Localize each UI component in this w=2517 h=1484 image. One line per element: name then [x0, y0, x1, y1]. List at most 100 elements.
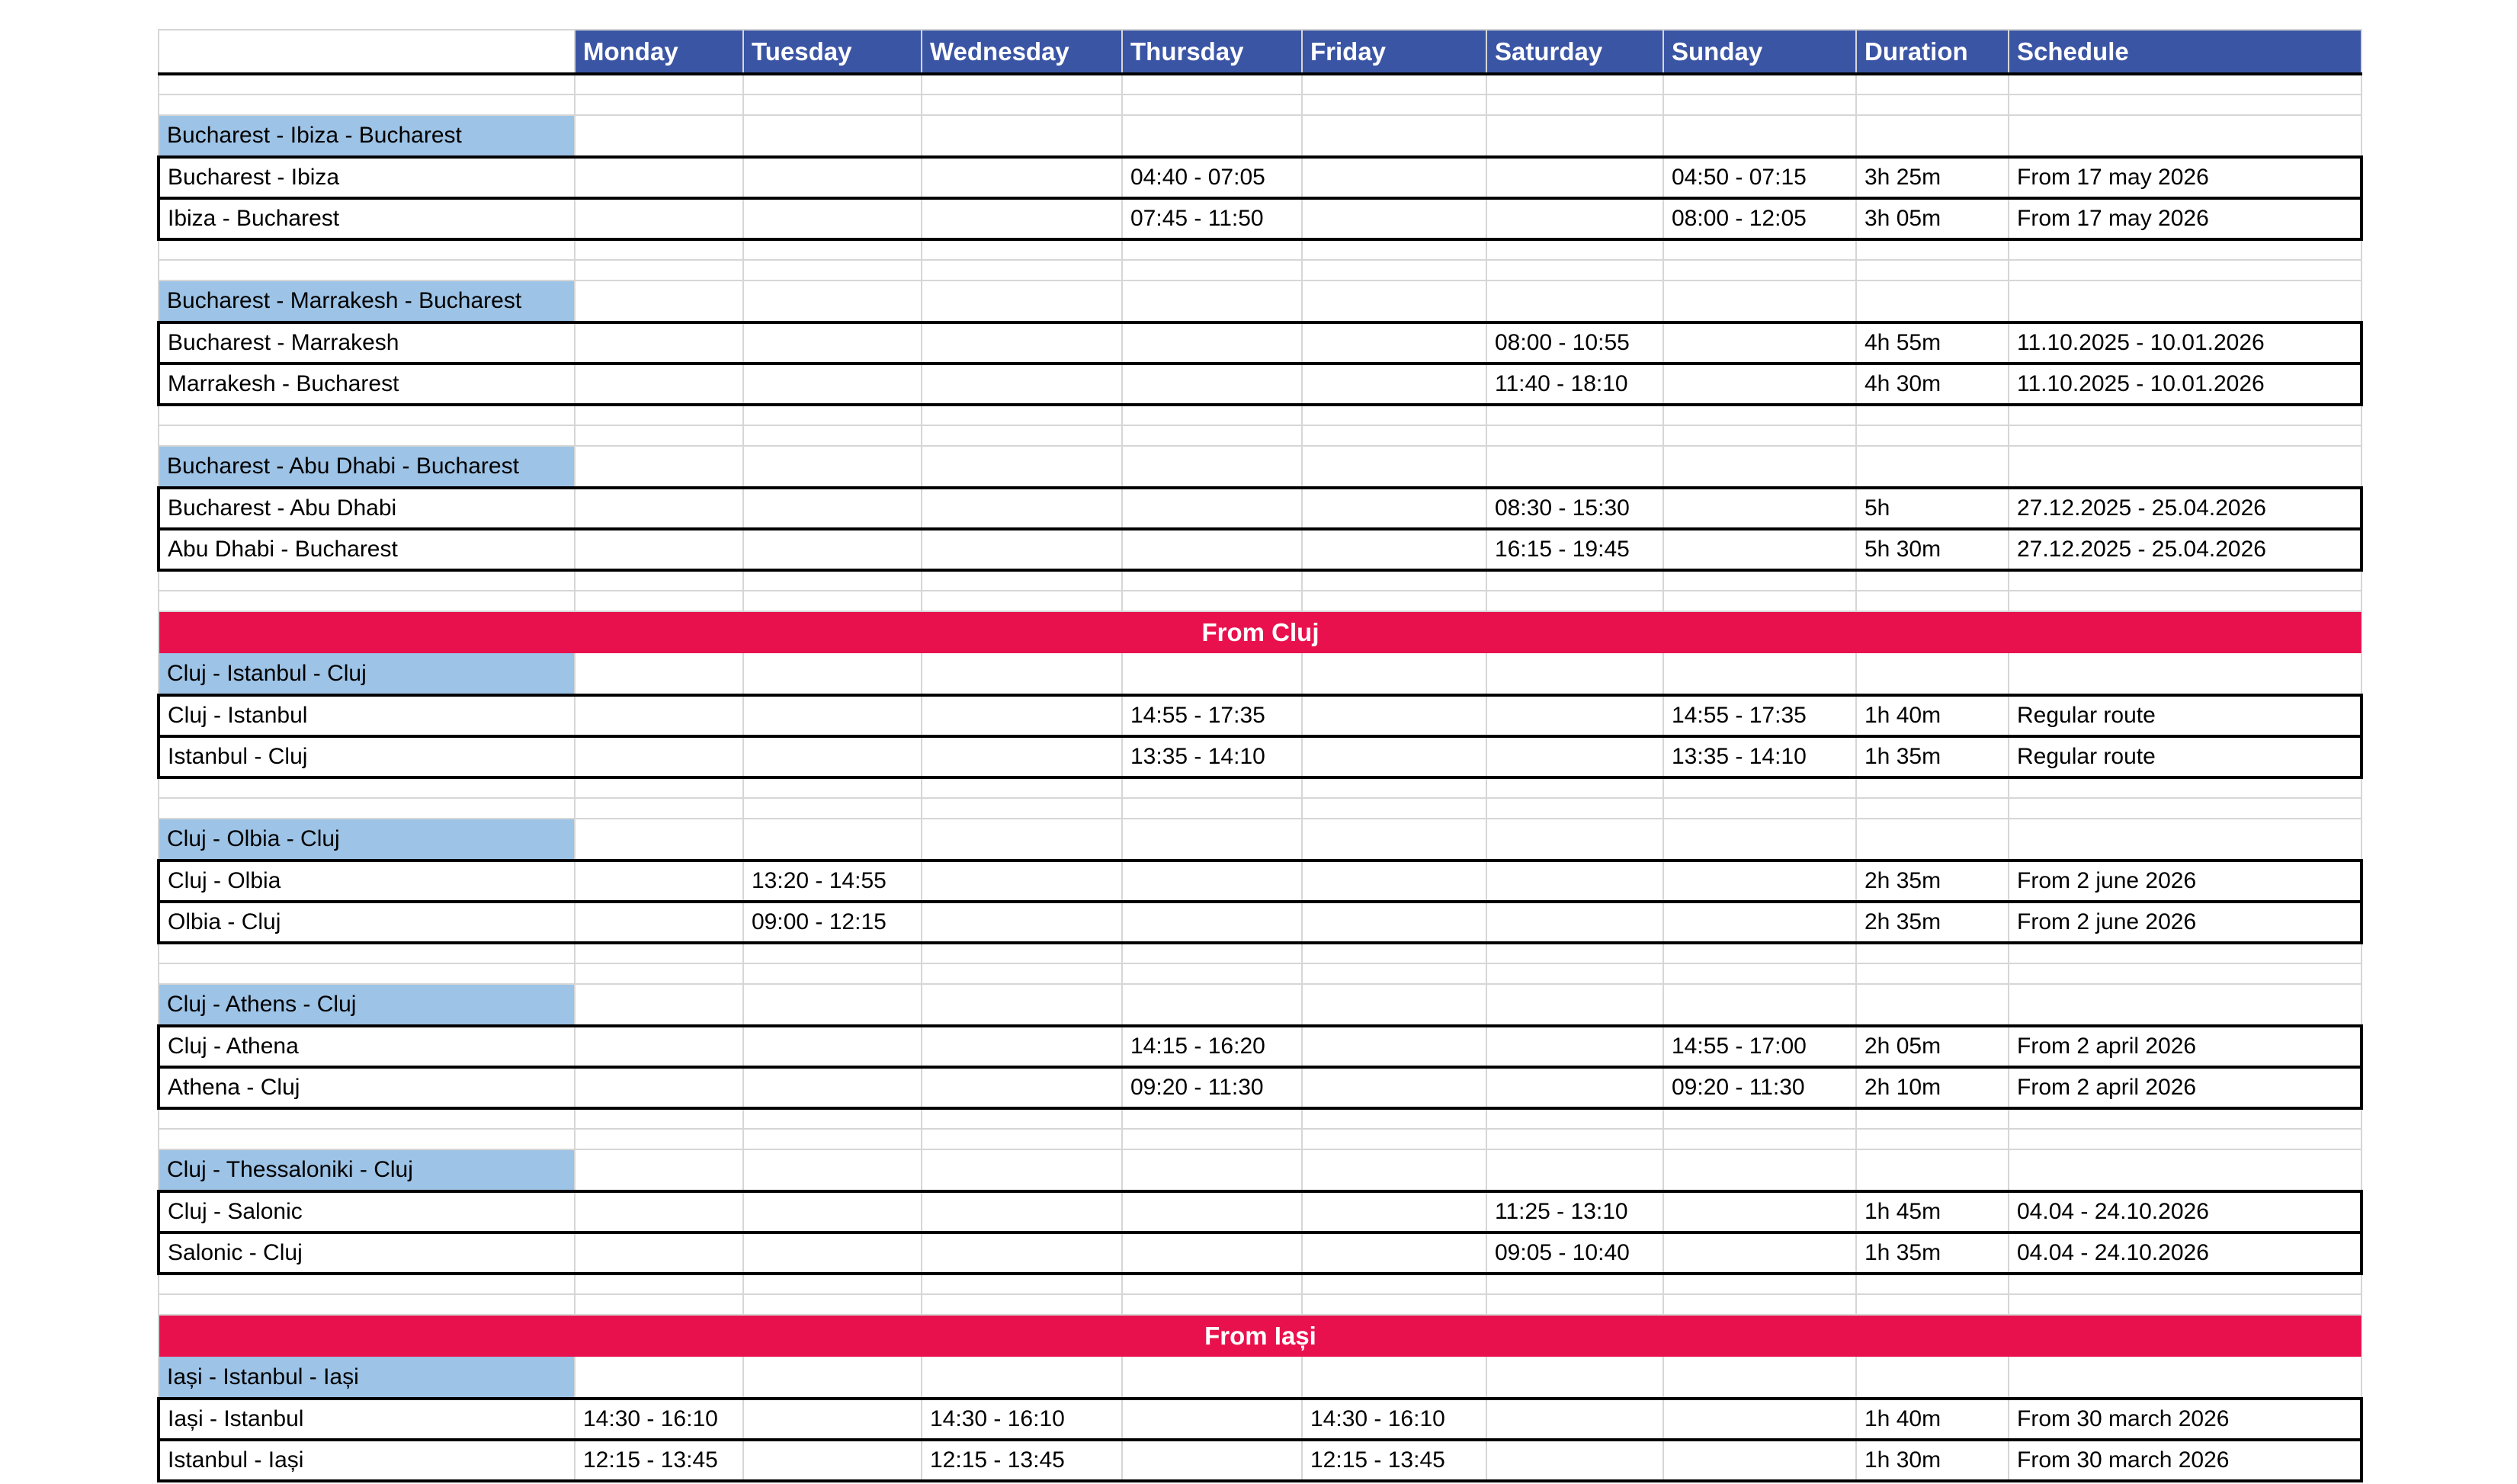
- spacer-cell: [743, 1294, 922, 1316]
- route-cell: Olbia - Cluj: [157, 902, 576, 944]
- column-header-sunday: Sunday: [1663, 30, 1857, 75]
- time-cell-tuesday: [743, 488, 922, 530]
- route-cell: Iași - Istanbul: [157, 1399, 576, 1441]
- spacer-cell: [922, 798, 1123, 819]
- spacer-row: [158, 798, 2362, 819]
- time-cell-friday: 12:15 - 13:45: [1302, 1440, 1487, 1482]
- time-cell-monday: 12:15 - 13:45: [575, 1440, 744, 1482]
- section-empty-cell: [1856, 1357, 2009, 1400]
- spacer-cell: [1122, 570, 1303, 591]
- flight-row: Cluj - Salonic 11:25 - 13:10 1h 45m 04.04 -…: [157, 1191, 2363, 1234]
- time-cell-tuesday: [743, 1440, 922, 1482]
- spacer-cell: [1856, 798, 2009, 819]
- section-empty-cell: [1486, 280, 1664, 324]
- time-cell-thursday: [1122, 488, 1303, 530]
- spacer-cell: [1856, 777, 2009, 799]
- spacer-cell: [922, 1129, 1123, 1150]
- spacer-cell: [1302, 425, 1487, 447]
- spacer-cell: [1302, 1129, 1487, 1150]
- section-empty-cell: [1486, 653, 1664, 697]
- section-empty-cell: [575, 819, 744, 862]
- spacer-cell: [1302, 963, 1487, 985]
- section-empty-cell: [1122, 984, 1303, 1027]
- section-empty-cell: [1302, 115, 1487, 159]
- spacer-cell: [2009, 1108, 2362, 1130]
- section-empty-cell: [1856, 984, 2009, 1027]
- section-empty-cell: [743, 1149, 922, 1193]
- time-cell-thursday: [1122, 1232, 1303, 1275]
- time-cell-sunday: 04:50 - 07:15: [1663, 157, 1857, 200]
- spacer-cell: [158, 95, 576, 116]
- section-empty-cell: [743, 819, 922, 862]
- spacer-row: [158, 239, 2362, 261]
- time-cell-wednesday: [922, 322, 1123, 365]
- spacer-cell: [2009, 1274, 2362, 1295]
- time-cell-wednesday: [922, 1067, 1123, 1110]
- section-label-cell: Cluj - Olbia - Cluj: [158, 819, 576, 862]
- spacer-cell: [158, 1108, 576, 1130]
- section-empty-cell: [1856, 1149, 2009, 1193]
- time-cell-thursday: 04:40 - 07:05: [1122, 157, 1303, 200]
- spacer-cell: [1122, 963, 1303, 985]
- spacer-cell: [743, 74, 922, 95]
- spacer-cell: [922, 1294, 1123, 1316]
- time-cell-thursday: [1122, 902, 1303, 944]
- section-label-cell: Bucharest - Ibiza - Bucharest: [158, 115, 576, 159]
- spacer-cell: [1122, 943, 1303, 964]
- time-cell-saturday: 09:05 - 10:40: [1486, 1232, 1664, 1275]
- spacer-cell: [575, 1129, 744, 1150]
- time-cell-thursday: 09:20 - 11:30: [1122, 1067, 1303, 1110]
- spacer-cell: [2009, 239, 2362, 261]
- spacer-cell: [575, 95, 744, 116]
- time-cell-friday: [1302, 529, 1487, 572]
- section-empty-cell: [2009, 653, 2362, 697]
- time-cell-thursday: [1122, 1440, 1303, 1482]
- section-empty-cell: [1856, 653, 2009, 697]
- flight-row: Bucharest - Ibiza 04:40 - 07:05 04:50 - 07…: [157, 157, 2363, 200]
- time-cell-saturday: [1486, 198, 1664, 241]
- spacer-cell: [2009, 777, 2362, 799]
- spacer-cell: [743, 239, 922, 261]
- time-cell-wednesday: [922, 529, 1123, 572]
- schedule-cell: From 2 june 2026: [2009, 902, 2363, 944]
- section-label-cell: Cluj - Thessaloniki - Cluj: [158, 1149, 576, 1193]
- spacer-cell: [743, 95, 922, 116]
- spacer-cell: [743, 260, 922, 281]
- spacer-cell: [2009, 74, 2362, 95]
- time-cell-friday: [1302, 488, 1487, 530]
- route-cell: Ibiza - Bucharest: [157, 198, 576, 241]
- spacer-cell: [2009, 260, 2362, 281]
- time-cell-saturday: [1486, 736, 1664, 779]
- time-cell-friday: [1302, 364, 1487, 406]
- section-empty-cell: [575, 653, 744, 697]
- time-cell-friday: [1302, 1191, 1487, 1234]
- spacer-cell: [2009, 570, 2362, 591]
- duration-cell: 5h: [1856, 488, 2009, 530]
- time-cell-wednesday: [922, 364, 1123, 406]
- time-cell-sunday: [1663, 1440, 1857, 1482]
- section-header-row: Cluj - Athens - Cluj: [158, 984, 2362, 1027]
- spacer-cell: [1302, 95, 1487, 116]
- column-header-duration: Duration: [1856, 30, 2009, 75]
- time-cell-monday: 14:30 - 16:10: [575, 1399, 744, 1441]
- spacer-cell: [1663, 777, 1857, 799]
- schedule-cell: 11.10.2025 - 10.01.2026: [2009, 364, 2363, 406]
- spacer-cell: [1856, 260, 2009, 281]
- time-cell-sunday: [1663, 488, 1857, 530]
- section-empty-cell: [922, 280, 1123, 324]
- section-empty-cell: [743, 446, 922, 489]
- spacer-row: [158, 425, 2362, 447]
- duration-cell: 3h 25m: [1856, 157, 2009, 200]
- flight-row: Istanbul - Iași 12:15 - 13:45 12:15 - 13:4…: [157, 1440, 2363, 1482]
- flight-row: Istanbul - Cluj 13:35 - 14:10 13:35 - 14:1…: [157, 736, 2363, 779]
- time-cell-thursday: 14:55 - 17:35: [1122, 695, 1303, 738]
- section-empty-cell: [1486, 1149, 1664, 1193]
- section-empty-cell: [743, 280, 922, 324]
- flight-row: Bucharest - Abu Dhabi 08:30 - 15:30 5h 27.1…: [157, 488, 2363, 530]
- duration-cell: 4h 30m: [1856, 364, 2009, 406]
- section-empty-cell: [1663, 446, 1857, 489]
- time-cell-thursday: [1122, 861, 1303, 903]
- spacer-cell: [1122, 1108, 1303, 1130]
- section-header-row: Cluj - Olbia - Cluj: [158, 819, 2362, 862]
- section-empty-cell: [743, 1357, 922, 1400]
